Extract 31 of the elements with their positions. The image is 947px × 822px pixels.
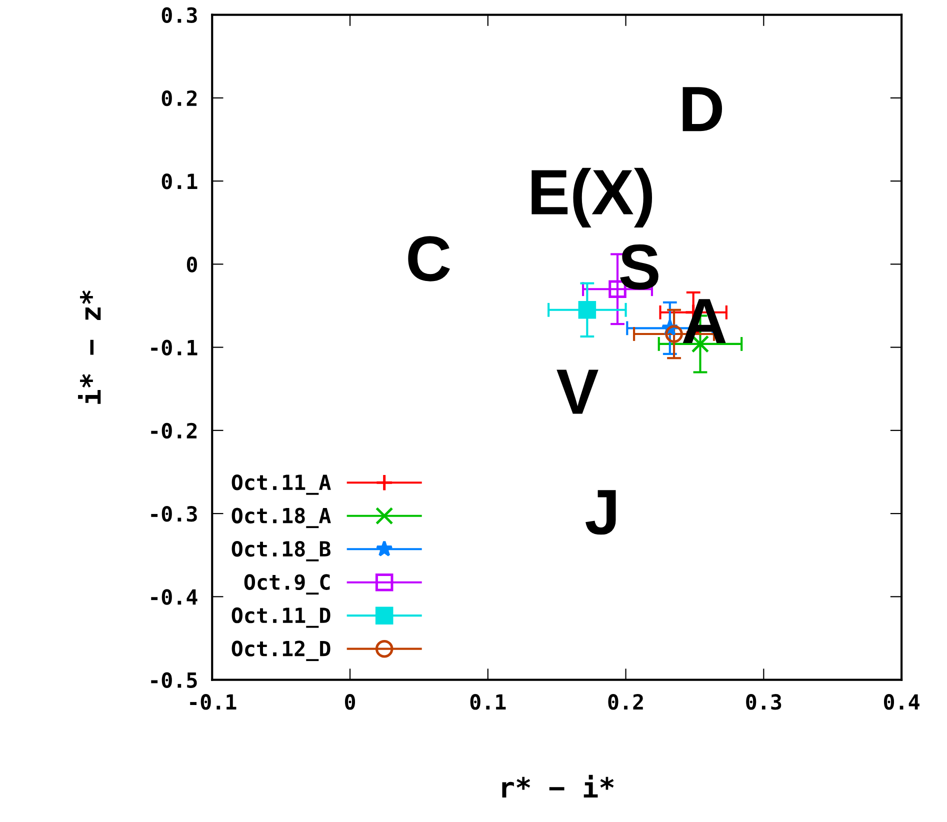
x-tick-label: -0.1 [190,694,236,710]
legend-label: Oct.18_A [232,508,331,528]
point [665,325,683,343]
y-tick-label: -0.2 [151,422,197,439]
annotation: J [586,490,616,535]
legend-label: Oct.11_D [232,607,330,628]
y-tick-label: 0 [186,256,197,272]
y-tick-label: 0.1 [162,174,198,190]
x-tick-label: 0 [344,694,356,710]
annotation: V [556,370,598,414]
x-tick-label: 0.3 [746,694,782,710]
y-tick-label: -0.3 [151,506,197,522]
y-tick-label: -0.4 [151,589,198,605]
legend-label: Oct.18_B [232,540,330,562]
annotation: C [408,236,450,282]
y-axis-title: i* − z* [78,290,101,404]
x-tick-label: 0.2 [608,694,643,710]
legend-label: Oct.12_D [232,640,330,662]
y-tick-label: -0.5 [151,672,197,688]
legend-label: Oct.11_A [232,474,331,495]
x-axis-title: r* − i* [502,774,614,798]
y-tick-label: 0.2 [162,90,197,106]
annotation: E(X) [532,168,652,228]
point [578,301,596,319]
x-tick-label: 0.4 [884,694,920,710]
y-tick-label: 0.3 [162,7,197,24]
legend-label: Oct.9_C [244,574,330,595]
x-tick-label: 0.1 [470,694,506,710]
annotation: D [682,87,722,132]
y-tick-label: -0.1 [151,340,198,356]
annotation: S [620,244,658,290]
